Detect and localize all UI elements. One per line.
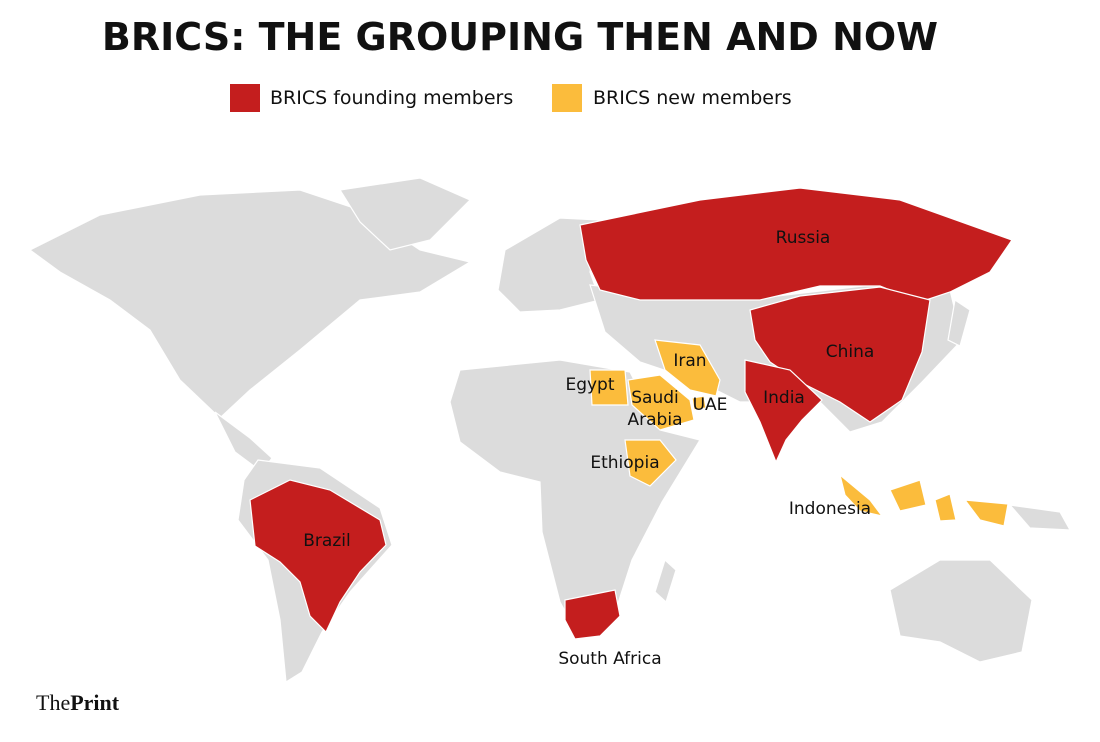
legend-label: BRICS founding members xyxy=(270,87,513,109)
title: BRICS: THE GROUPING THEN AND NOW xyxy=(102,15,938,59)
north-america xyxy=(28,189,472,419)
saudi-arabia xyxy=(627,374,695,431)
country-label: South Africa xyxy=(558,649,661,669)
country-label: Russia xyxy=(776,228,831,248)
brand-prefix: The xyxy=(36,690,70,715)
country-label: Saudi xyxy=(631,388,679,408)
country-label: UAE xyxy=(693,395,728,415)
country-label: Indonesia xyxy=(789,499,871,519)
brand-logo: ThePrint xyxy=(36,690,120,715)
country-label: Arabia xyxy=(628,410,683,430)
japan xyxy=(947,298,971,347)
country-label: Ethiopia xyxy=(590,453,659,473)
china xyxy=(749,286,931,423)
new-guinea xyxy=(1008,504,1072,531)
indonesia xyxy=(838,473,884,517)
brazil xyxy=(249,479,387,634)
greenland xyxy=(339,177,472,251)
country-labels: Russia China India Iran Egypt Saudi Arab… xyxy=(303,228,874,669)
country-label: China xyxy=(826,342,875,362)
country-label: India xyxy=(763,388,805,408)
australia xyxy=(889,559,1033,663)
india xyxy=(744,359,823,464)
country-label: Iran xyxy=(673,351,706,371)
uae xyxy=(691,395,707,411)
indonesia xyxy=(934,493,957,522)
country-label: Brazil xyxy=(303,531,350,551)
madagascar xyxy=(654,558,677,604)
brand-name: Print xyxy=(70,690,120,715)
legend-swatch xyxy=(552,84,582,112)
legend-label: BRICS new members xyxy=(593,87,792,109)
ethiopia xyxy=(624,439,677,487)
country-label: Egypt xyxy=(565,375,614,395)
indonesia xyxy=(963,499,1009,527)
world-map xyxy=(28,177,1072,684)
south-africa xyxy=(564,589,621,640)
egypt xyxy=(589,369,629,406)
indonesia xyxy=(889,479,927,512)
iran xyxy=(654,339,721,397)
legend-swatch xyxy=(230,84,260,112)
